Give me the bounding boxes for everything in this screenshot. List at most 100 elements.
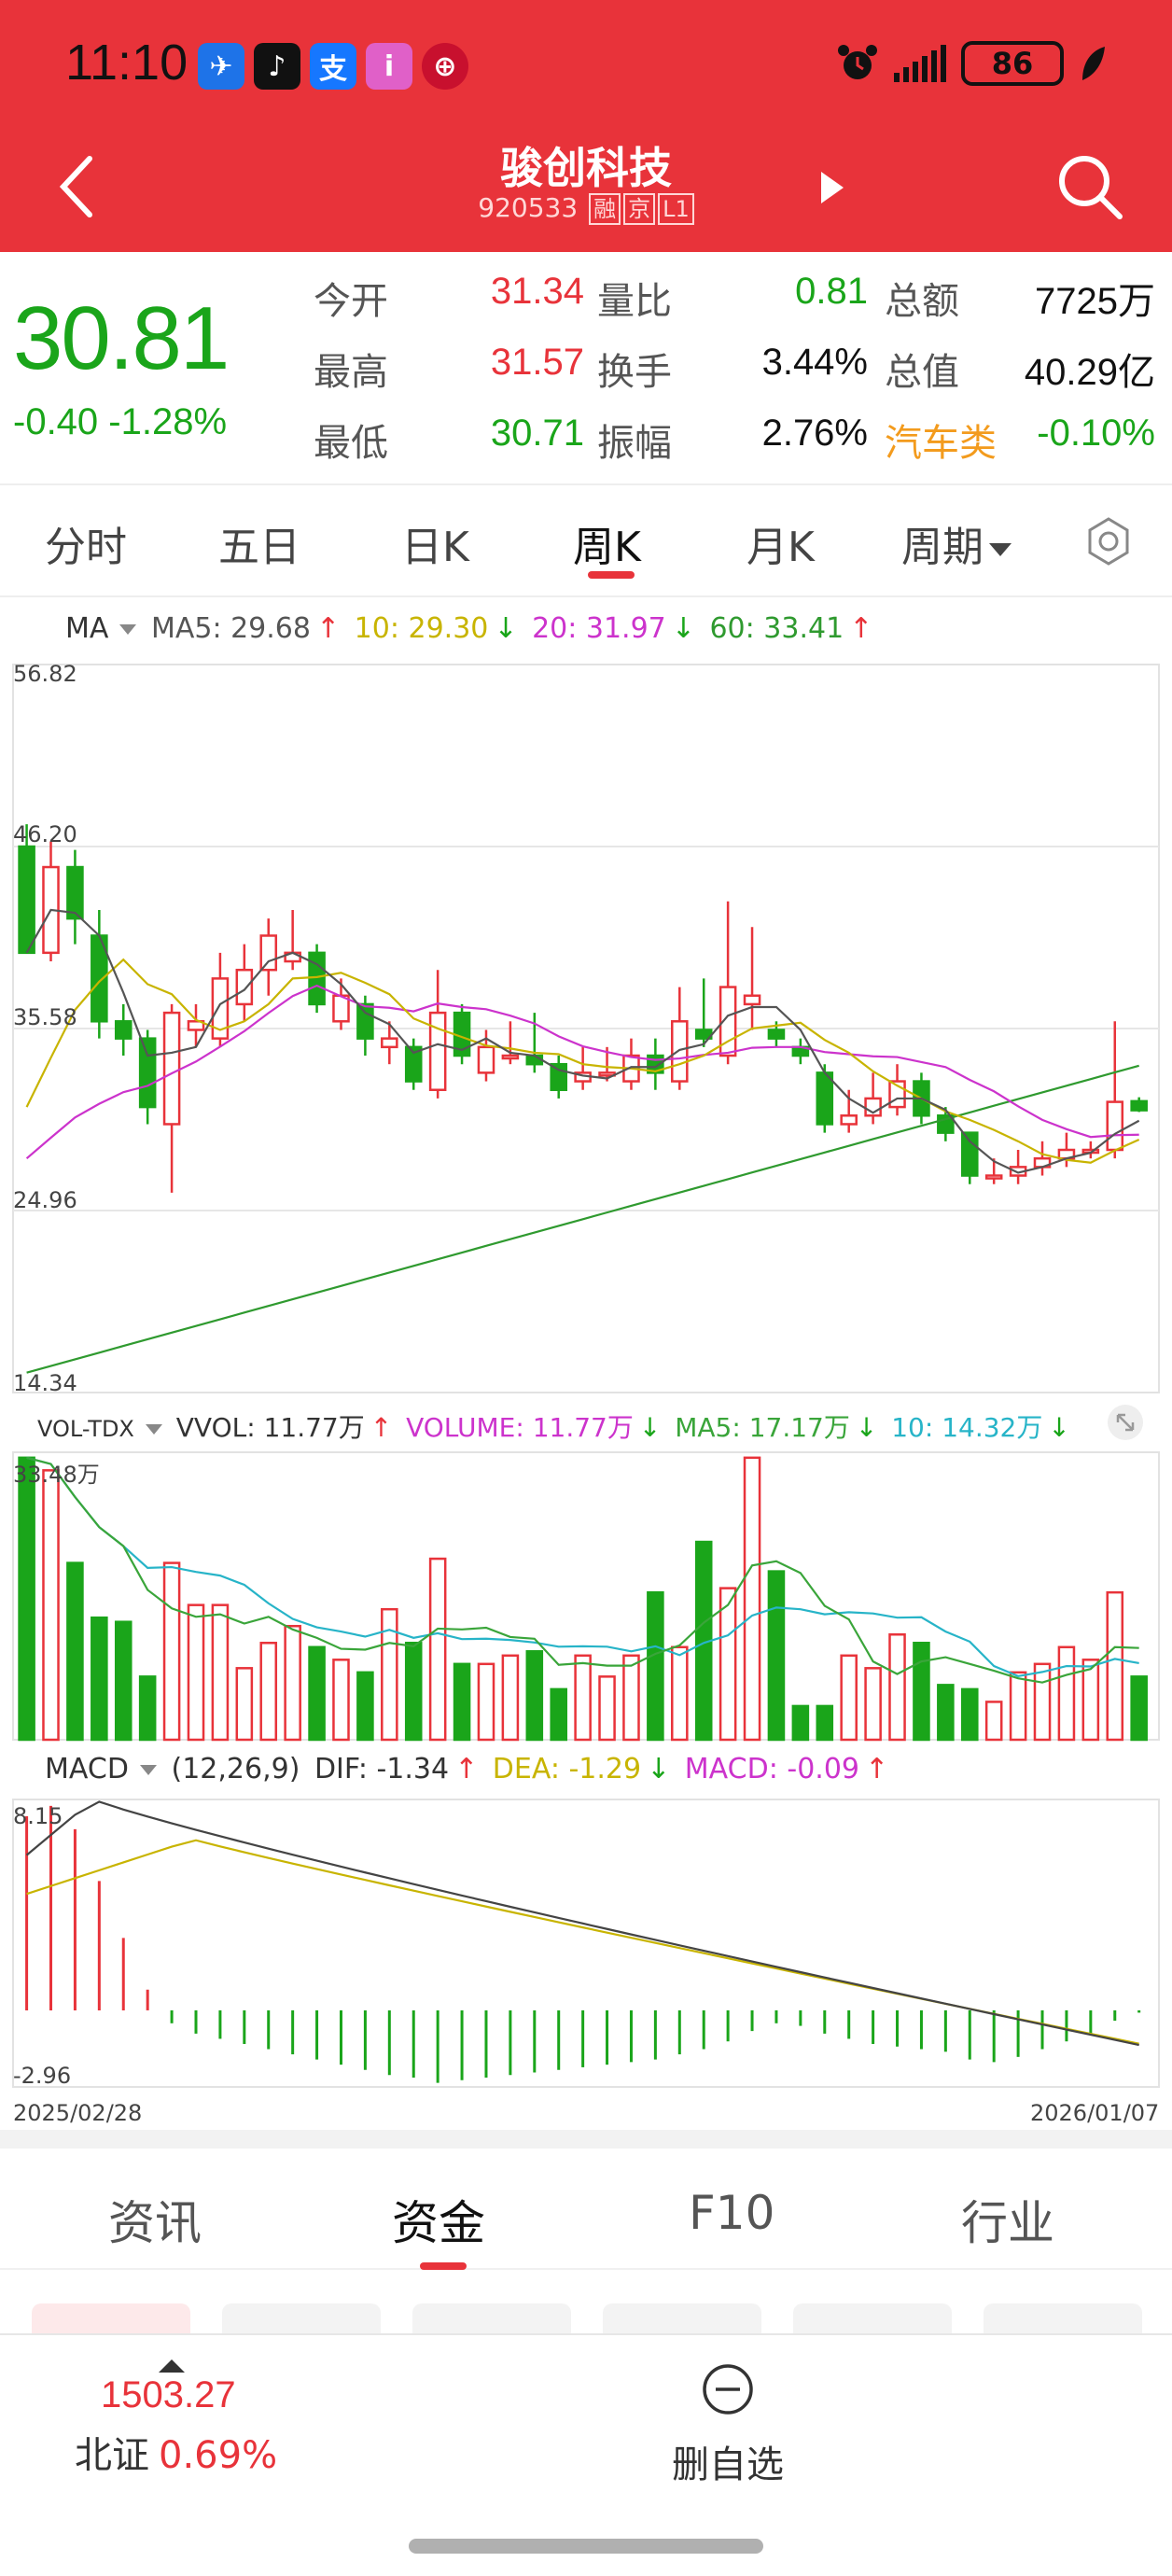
filter-pill[interactable] bbox=[793, 2303, 952, 2333]
bank-app-icon: ⊕ bbox=[422, 43, 468, 90]
filter-pill[interactable] bbox=[603, 2303, 761, 2333]
expand-icon[interactable] bbox=[1107, 1404, 1144, 1441]
settings-icon[interactable] bbox=[1082, 515, 1135, 567]
tab-intraday[interactable]: 分时 bbox=[45, 524, 127, 571]
tab-f10[interactable]: F10 bbox=[689, 2186, 775, 2240]
volume-bar bbox=[235, 1667, 254, 1742]
candle-body bbox=[816, 1071, 834, 1126]
ma10-line bbox=[25, 958, 1140, 1164]
price-tick-label: 46.20 bbox=[13, 821, 77, 847]
search-icon[interactable] bbox=[1053, 149, 1127, 224]
quote-value: 31.57 bbox=[490, 342, 584, 383]
vol-ma10-value: 10: 14.32万 bbox=[891, 1412, 1043, 1443]
volume-bar bbox=[1009, 1671, 1027, 1742]
remove-watchlist-label: 删自选 bbox=[672, 2443, 784, 2486]
arrow-up-icon: ↑ bbox=[370, 1412, 393, 1443]
volume-legend: VOL-TDX VVOL: 11.77万 ↑ VOLUME: 11.77万 ↓ MA… bbox=[37, 1407, 1076, 1445]
chevron-down-icon[interactable] bbox=[139, 1765, 157, 1775]
volume-bar bbox=[719, 1587, 737, 1742]
arrow-down-icon: ↓ bbox=[647, 1753, 671, 1785]
arrow-down-icon: ↓ bbox=[638, 1412, 662, 1443]
tab-news[interactable]: 资讯 bbox=[108, 2196, 202, 2250]
current-price: 30.81 bbox=[13, 288, 230, 388]
ma20-line bbox=[25, 984, 1139, 1160]
candle-body bbox=[187, 1020, 205, 1031]
tab-weekly-k[interactable]: 周K bbox=[573, 524, 641, 571]
volume-bar bbox=[913, 1642, 930, 1742]
volume-bar bbox=[1130, 1675, 1148, 1742]
price-change: -0.40 -1.28% bbox=[13, 401, 227, 443]
kline-chart[interactable] bbox=[0, 597, 1172, 2128]
tab-capital[interactable]: 资金 bbox=[392, 2196, 485, 2250]
tab-period-dropdown[interactable]: 周期 bbox=[901, 513, 1012, 573]
ma5-value: MA5: 29.68 bbox=[150, 612, 311, 645]
volume-bar bbox=[1033, 1662, 1052, 1742]
tab-monthly-k[interactable]: 月K bbox=[746, 524, 815, 571]
volume-bar bbox=[332, 1659, 350, 1742]
volume-bar bbox=[647, 1590, 664, 1742]
tab-five-day[interactable]: 五日 bbox=[218, 524, 300, 571]
ma-indicator-name[interactable]: MA bbox=[65, 612, 109, 645]
arrow-down-icon: ↓ bbox=[494, 612, 518, 645]
quote-label: 总额 bbox=[885, 280, 959, 323]
header: 11:10 ✈ ♪ 支 i ⊕ 86 bbox=[0, 0, 1172, 252]
candle-body bbox=[138, 1037, 157, 1109]
macd-panel-frame bbox=[12, 1799, 1160, 2088]
filter-pill[interactable] bbox=[412, 2303, 571, 2333]
chevron-down-icon[interactable] bbox=[119, 624, 137, 635]
date-start-label: 2025/02/28 bbox=[13, 2100, 143, 2126]
notification-icons: ✈ ♪ 支 i ⊕ bbox=[198, 43, 468, 90]
chevron-down-icon[interactable] bbox=[145, 1423, 162, 1435]
filter-pill[interactable] bbox=[984, 2303, 1142, 2333]
index-value: 1503.27 bbox=[101, 2374, 236, 2415]
volume-bar bbox=[791, 1704, 810, 1742]
price-tick-label: 14.34 bbox=[13, 1370, 77, 1396]
volume-bar bbox=[840, 1654, 858, 1742]
macd-legend: MACD (12,26,9) DIF: -1.34 ↑ DEA: -1.29 ↓ M… bbox=[45, 1753, 894, 1785]
vol-indicator-name[interactable]: VOL-TDX bbox=[37, 1416, 134, 1442]
tab-daily-k[interactable]: 日K bbox=[401, 524, 469, 571]
active-tab-indicator bbox=[588, 571, 635, 579]
bottom-bar: 1503.27 北证 0.69% 删自选 bbox=[0, 2333, 1172, 2576]
back-icon[interactable] bbox=[49, 149, 105, 224]
section-divider bbox=[0, 2130, 1172, 2149]
volume-bar bbox=[42, 1469, 60, 1742]
quote-panel: 30.81 -0.40 -1.28% 今开 31.34 量比 0.81 总额 7725万最… bbox=[0, 252, 1172, 485]
next-stock-icon[interactable] bbox=[814, 164, 851, 211]
tab-industry[interactable]: 行业 bbox=[961, 2196, 1054, 2250]
home-indicator[interactable] bbox=[409, 2539, 763, 2554]
ma-legend: MA MA5: 29.68 ↑ 10: 29.30 ↓ 20: 31.97 ↓ 60:… bbox=[65, 612, 878, 645]
filter-pill[interactable] bbox=[32, 2303, 190, 2333]
filter-pill[interactable] bbox=[222, 2303, 381, 2333]
volume-bar bbox=[162, 1561, 181, 1742]
volume-bar bbox=[984, 1701, 1003, 1742]
status-right: 86 bbox=[836, 41, 1107, 86]
arrow-up-icon: ↑ bbox=[454, 1753, 479, 1785]
volume-bar bbox=[284, 1624, 301, 1742]
quote-label: 最低 bbox=[314, 422, 388, 465]
ma10-value: 10: 29.30 bbox=[354, 612, 489, 645]
stock-name: 骏创科技 bbox=[500, 143, 672, 193]
nav-bar: 骏创科技 920533 融京 L1 bbox=[0, 131, 1172, 252]
quote-label: 振幅 bbox=[597, 422, 672, 465]
index-ticker[interactable]: 1503.27 北证 0.69% bbox=[0, 2335, 373, 2522]
candle-body bbox=[114, 1020, 133, 1040]
volume-bar bbox=[864, 1667, 882, 1742]
volume-bar bbox=[960, 1687, 979, 1742]
volume-bar bbox=[888, 1632, 906, 1742]
candle-body bbox=[18, 845, 35, 955]
quote-label: 最高 bbox=[314, 351, 388, 394]
candle-body bbox=[501, 1054, 520, 1060]
margin-tag: 融 bbox=[589, 193, 621, 225]
remove-watchlist-button[interactable]: 删自选 bbox=[653, 2363, 802, 2486]
sub-filter-pills bbox=[0, 2289, 1172, 2333]
volume-ma5-line bbox=[26, 1456, 1139, 1684]
vol-ma5-value: MA5: 17.17万 bbox=[675, 1412, 850, 1443]
period-label: 周期 bbox=[901, 524, 984, 571]
quote-value: 30.71 bbox=[490, 413, 584, 454]
macd-indicator-name[interactable]: MACD bbox=[45, 1753, 129, 1785]
quote-label[interactable]: 汽车类 bbox=[885, 422, 997, 465]
candle-body bbox=[211, 977, 230, 1040]
period-tabs: 分时 五日 日K 周K 月K 周期 bbox=[0, 485, 1172, 597]
signal-icon bbox=[894, 45, 946, 82]
